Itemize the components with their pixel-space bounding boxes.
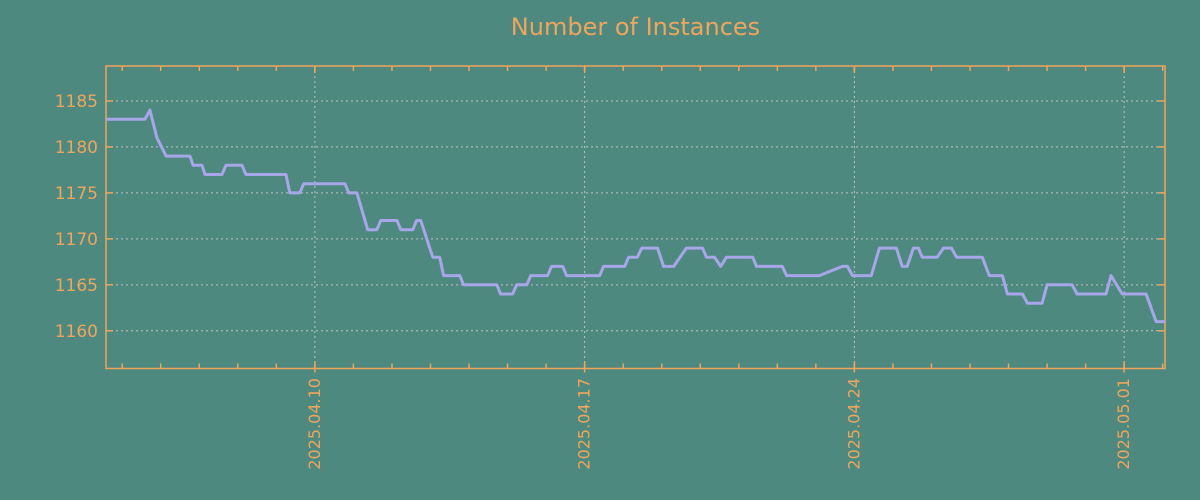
plot-border — [105, 65, 1166, 370]
x-axis-tick-label: 2025.04.24 — [844, 378, 863, 470]
y-axis-tick-label: 1185 — [55, 92, 98, 112]
y-axis-tick-label: 1180 — [55, 138, 98, 158]
series-line-instances — [106, 108, 1165, 324]
y-axis-tick-label: 1165 — [55, 276, 98, 296]
x-axis-tick-label: 2025.04.10 — [305, 378, 324, 470]
y-axis-tick-label: 1175 — [55, 184, 98, 204]
x-axis-tick-label: 2025.05.01 — [1114, 378, 1133, 470]
chart-title: Number of Instances — [510, 13, 761, 41]
x-axis-tick-label: 2025.04.17 — [575, 378, 594, 470]
y-axis-tick-label: 1170 — [55, 230, 98, 250]
y-axis-tick-label: 1160 — [55, 322, 98, 342]
